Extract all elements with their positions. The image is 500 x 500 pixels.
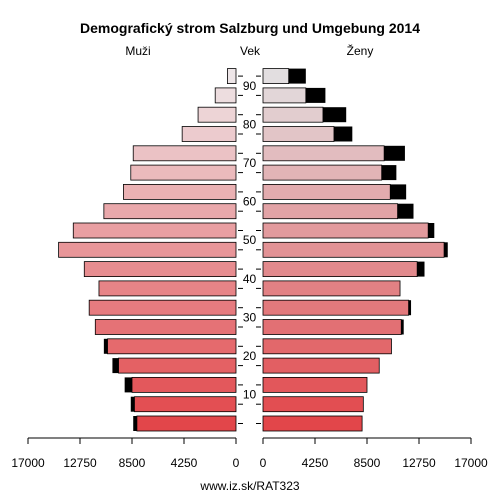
male-bar-10-14 [131, 376, 237, 393]
male-bar-45-49 [58, 241, 237, 258]
female-bar-35-39 [262, 280, 401, 297]
male-bar-50-54 [72, 222, 237, 239]
male-bar-15-19 [118, 357, 237, 374]
female-bars [262, 68, 448, 432]
female-excess-45-49 [444, 242, 448, 258]
female-bar-10-14 [262, 376, 368, 393]
female-bar-55-59 [262, 203, 398, 220]
female-bar-5-9 [262, 396, 364, 413]
age-tick-label: 60 [243, 195, 257, 209]
x-tick-label-right: 12750 [402, 456, 436, 470]
age-tick-label: 20 [243, 349, 257, 363]
female-label: Ženy [347, 43, 374, 58]
age-tick-label: 70 [243, 156, 257, 170]
female-bar-90+ [262, 68, 290, 84]
male-excess-20-24 [103, 338, 108, 354]
female-excess-40-44 [417, 261, 425, 277]
male-excess-10-14 [124, 377, 132, 393]
female-bar-0-4 [262, 415, 363, 432]
x-tick-label-right: 4250 [302, 456, 329, 470]
male-bar-35-39 [98, 280, 237, 297]
female-bar-45-49 [262, 241, 445, 258]
axes: 0 0 4250 4250 8500 8500 12750 12750 17000 17000 10… [11, 75, 488, 470]
female-excess-65-69 [381, 165, 397, 181]
female-excess-30-34 [408, 300, 412, 316]
female-bar-25-29 [262, 319, 402, 335]
male-bar-40-44 [83, 261, 237, 278]
x-tick-label-right: 17000 [454, 456, 488, 470]
age-tick-label: 50 [243, 233, 257, 247]
age-tick-label: 80 [243, 117, 257, 131]
female-bar-70-74 [262, 145, 385, 162]
male-bar-85-89 [214, 87, 237, 104]
male-excess-5-9 [130, 396, 135, 412]
male-bars [58, 68, 237, 432]
female-excess-70-74 [384, 145, 405, 161]
x-tick-label-left: 17000 [11, 456, 45, 470]
male-bar-80-84 [197, 106, 237, 123]
female-bar-20-24 [262, 338, 392, 355]
male-label: Muži [125, 44, 150, 58]
female-bar-65-69 [262, 164, 383, 181]
male-bar-65-69 [130, 164, 237, 181]
female-excess-75-79 [333, 126, 353, 142]
female-excess-55-59 [397, 203, 414, 219]
x-tick-label-right: 8500 [354, 456, 381, 470]
female-bar-80-84 [262, 106, 324, 123]
male-bar-5-9 [134, 396, 237, 413]
male-bar-0-4 [136, 415, 237, 432]
female-excess-50-54 [428, 223, 435, 238]
female-excess-85-89 [305, 87, 326, 103]
female-excess-25-29 [401, 319, 404, 335]
male-bar-60-64 [123, 183, 237, 200]
chart-title: Demografický strom Salzburg und Umgebung… [80, 20, 420, 36]
female-bar-30-34 [262, 299, 410, 316]
age-tick-label: 30 [243, 310, 257, 324]
female-bar-15-19 [262, 357, 380, 374]
female-bar-50-54 [262, 222, 429, 239]
male-bar-20-24 [107, 338, 237, 355]
male-excess-15-19 [112, 358, 119, 374]
male-bar-90+ [227, 68, 237, 84]
female-bar-40-44 [262, 261, 418, 278]
male-bar-70-74 [132, 145, 237, 162]
female-bar-60-64 [262, 183, 391, 200]
age-tick-label: 90 [243, 79, 257, 93]
age-tick-label: 10 [243, 388, 257, 402]
female-excess-80-84 [322, 107, 347, 123]
age-tick-label: 40 [243, 272, 257, 286]
x-tick-label-left: 4250 [171, 456, 198, 470]
female-excess-60-64 [390, 184, 407, 200]
x-tick-label-left: 12750 [63, 456, 97, 470]
female-bar-75-79 [262, 126, 335, 142]
x-tick-label-left: 0 [233, 456, 240, 470]
male-bar-30-34 [88, 299, 237, 316]
x-tick-label-right: 0 [260, 456, 267, 470]
male-bar-75-79 [181, 126, 237, 142]
female-excess-90+ [288, 68, 306, 84]
age-axis-label: Vek [240, 44, 261, 58]
male-excess-0-4 [133, 416, 137, 431]
x-tick-label-left: 8500 [119, 456, 146, 470]
male-bar-55-59 [103, 203, 237, 220]
female-bar-85-89 [262, 87, 307, 104]
footer-source: www.iz.sk/RAT323 [199, 479, 299, 493]
male-bar-25-29 [94, 319, 237, 335]
